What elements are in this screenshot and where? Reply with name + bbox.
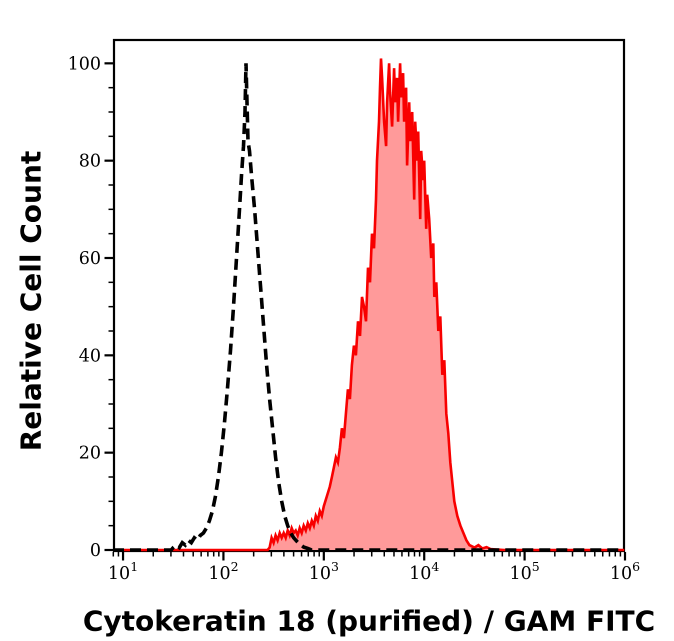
- control-curve-dashed: [113, 63, 625, 552]
- plot-frame: [112, 38, 626, 553]
- y-axis-ticks: 0 20 40 60 80 100: [68, 54, 113, 561]
- y-tick-label: 80: [79, 152, 101, 172]
- x-axis-ticks: 101 102 103 104 105 106: [108, 552, 640, 584]
- y-tick-label: 0: [90, 541, 101, 561]
- y-tick-label: 60: [79, 249, 101, 269]
- x-tick-label: 106: [610, 559, 640, 584]
- y-axis-title: Relative Cell Count: [14, 150, 48, 452]
- sample-area-fill: [113, 58, 625, 550]
- x-tick-label: 102: [208, 559, 238, 584]
- y-tick-label: 100: [68, 54, 101, 74]
- sample-curve: [113, 58, 625, 552]
- x-axis-title: Cytokeratin 18 (purified) / GAM FITC: [82, 604, 656, 638]
- y-tick-label: 20: [79, 444, 101, 464]
- x-tick-label: 104: [409, 559, 439, 584]
- x-tick-label: 105: [509, 559, 539, 584]
- x-tick-label: 103: [309, 559, 339, 584]
- y-tick-label: 40: [79, 346, 101, 366]
- x-tick-label: 101: [108, 559, 138, 584]
